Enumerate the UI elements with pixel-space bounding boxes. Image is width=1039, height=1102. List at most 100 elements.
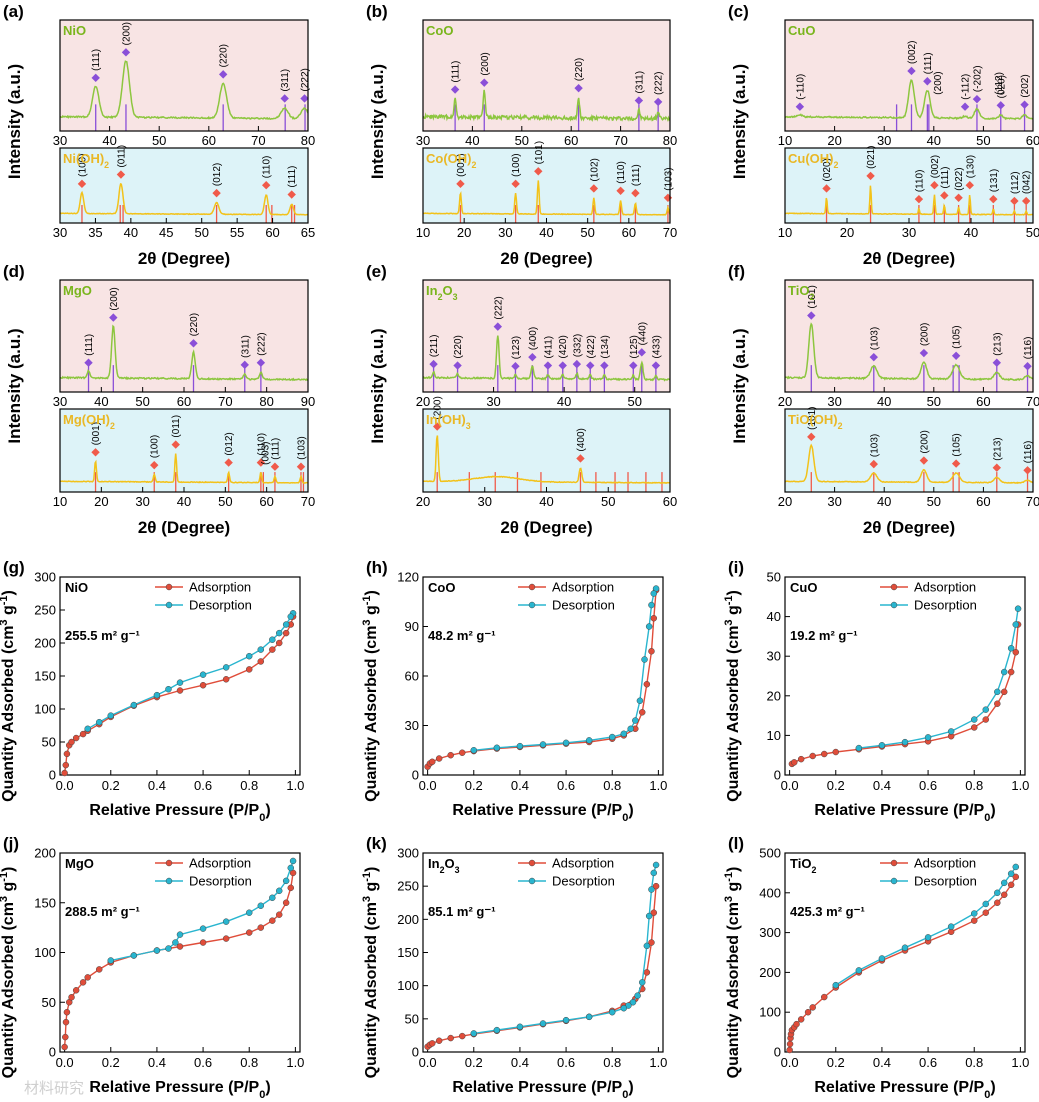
data-point [130, 701, 138, 709]
peak-marker [493, 322, 503, 331]
data-point [516, 1023, 524, 1031]
y-tick-label: 50 [42, 995, 56, 1010]
x-tick-label: 60 [1026, 133, 1039, 148]
peak-marker [558, 361, 567, 370]
y-tick-label: 400 [759, 885, 781, 900]
legend-marker [890, 877, 898, 885]
peak-marker [1010, 196, 1019, 206]
isotherm-panel: 0 10 20 30 40 50 0.0 0.2 0.4 0.6 0.8 1.0 Adsorption D… [723, 558, 1029, 824]
sample-name: MgO [63, 283, 92, 298]
series-line [473, 588, 657, 751]
legend-label: Adsorption [914, 580, 976, 595]
y-tick-label: 30 [767, 649, 781, 664]
data-point [470, 747, 478, 754]
peak-label: (220) [189, 313, 200, 336]
peak-marker [1021, 196, 1031, 206]
xrd-pattern [422, 89, 671, 123]
x-tick-label: 1.0 [649, 1055, 667, 1070]
peak-label: (131) [989, 169, 1000, 192]
peak-label: (-202) [972, 65, 983, 92]
peak-label: (003) [260, 441, 271, 464]
x-tick-label: 1.0 [649, 778, 667, 793]
x-tick-label: 70 [251, 133, 265, 148]
peak-label: (111) [270, 438, 281, 460]
data-point [63, 1008, 71, 1016]
x-tick-label: 60 [976, 394, 990, 409]
data-point [72, 987, 80, 994]
y-tick-label: 0 [49, 1045, 56, 1060]
data-point [165, 945, 172, 952]
y-axis-label: Quantity Adsorbed (cm3 g-1) [361, 867, 380, 1079]
peak-marker [996, 101, 1005, 110]
data-point [84, 974, 91, 981]
legend-marker [165, 859, 173, 867]
x-tick-label: 0.6 [919, 1055, 937, 1070]
x-tick-label: 1.0 [1011, 778, 1029, 793]
xrd-panel: (111) (200) (220) (311) (222) NiO 30 40 50 60 70 80… [3, 2, 315, 268]
peak-label: (111) [287, 166, 298, 188]
peak-label: (400) [576, 428, 587, 451]
peak-marker [296, 462, 306, 471]
xrd-background [60, 280, 308, 392]
peak-label: (100) [511, 153, 522, 176]
data-point [1007, 881, 1015, 889]
data-point [901, 738, 909, 746]
sample-name: CoO [428, 580, 455, 595]
peak-marker [109, 313, 118, 322]
x-axis-label: Relative Pressure (P/P0) [89, 1079, 270, 1101]
peak-label: (211) [429, 335, 440, 358]
peak-marker [1023, 466, 1032, 475]
legend-label: Adsorption [189, 856, 251, 871]
peak-marker [600, 361, 609, 370]
x-tick-label: 30 [53, 133, 67, 148]
y-tick-label: 0 [774, 1045, 781, 1060]
x-tick-label: 1.0 [1011, 1055, 1029, 1070]
data-point [245, 929, 253, 936]
data-point [275, 639, 283, 647]
peak-label: (220) [574, 58, 585, 81]
x-tick-label: 45 [159, 225, 173, 240]
data-point [1012, 873, 1020, 881]
data-point [1007, 870, 1015, 877]
x-tick-label: 50 [976, 133, 990, 148]
x-tick-label: 60 [265, 225, 279, 240]
xrd-background [785, 20, 1033, 131]
x-tick-label: 30 [416, 133, 430, 148]
data-point [287, 613, 295, 620]
peak-label: (103) [663, 167, 674, 190]
data-point [804, 1008, 812, 1016]
peak-label: (200) [433, 396, 444, 419]
data-point [63, 750, 71, 758]
data-point [648, 886, 655, 893]
data-point [245, 666, 253, 673]
y-axis-label: Intensity (a.u.) [5, 64, 24, 179]
xrd-background [423, 409, 670, 492]
xrd-panel: (211) (220) (222) (123) (400) (411) (420) (332)… [366, 262, 677, 537]
x-tick-label: 0.0 [56, 778, 74, 793]
x-tick-label: 80 [301, 133, 315, 148]
peak-label: (200) [933, 71, 944, 94]
data-point [652, 861, 660, 869]
xrd-background [423, 148, 670, 223]
data-point [790, 759, 798, 766]
xrd-pattern [784, 79, 1033, 121]
x-tick-label: 35 [88, 225, 102, 240]
x-axis-label: Relative Pressure (P/P0) [814, 802, 995, 824]
peak-label: (012) [212, 163, 223, 186]
x-tick-label: 40 [94, 394, 108, 409]
peak-label: (440) [637, 322, 648, 345]
x-tick-label: 50 [135, 394, 149, 409]
data-point [994, 889, 1001, 897]
y-tick-label: 30 [405, 718, 419, 733]
sample-name: NiO [65, 580, 88, 595]
sample-name: TiO(OH)2 [788, 412, 843, 431]
peak-label: (200) [121, 22, 132, 45]
data-point [458, 749, 466, 756]
axis-frame [784, 576, 1026, 776]
data-point [95, 966, 103, 973]
x-tick-label: 0.8 [603, 778, 621, 793]
peak-marker [84, 358, 93, 367]
data-point [650, 909, 658, 916]
data-point [287, 864, 295, 872]
peak-label: (111) [84, 334, 95, 356]
